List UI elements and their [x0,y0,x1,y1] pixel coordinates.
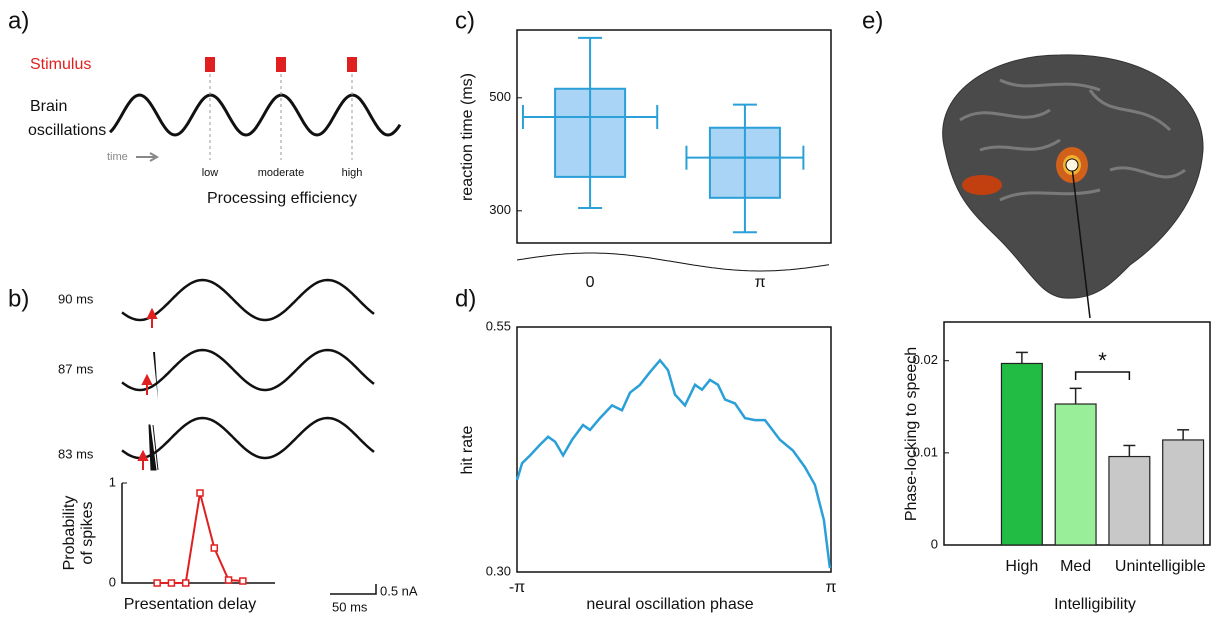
axis-label: Processing efficiency [207,190,357,207]
wave [121,416,375,460]
x-group-label: Unintelligible [1115,558,1206,575]
scale-bar [330,584,377,595]
scale-label: 0.5 nA [380,583,418,598]
panel-label: b) [8,285,29,312]
y-axis-label: Probability [61,496,78,571]
x-tick-label: High [1005,558,1038,575]
y-tick-label: 0 [931,536,938,551]
oscillation-wave [108,93,402,137]
charts: 0 1 Probability of spikes Presentation delay… [61,29,1211,613]
panel-label: a) [8,7,29,34]
x-tick-label: π [825,579,836,596]
bar [1162,439,1205,546]
y-tick-label: 0.55 [486,318,511,333]
marker [181,579,190,587]
time-label: time [107,151,128,163]
y-axis-label: of spikes [79,501,96,564]
y-tick-label: 500 [489,89,511,104]
x-axis-label: Presentation delay [124,596,257,613]
wave [121,348,375,392]
brain-image [942,54,1204,319]
stimulus-label: Stimulus [30,56,91,73]
brain-label: Brain [30,98,67,115]
data-line [515,358,832,569]
scale-label: 50 ms [332,599,368,614]
level-label: moderate [258,167,304,179]
oscillations-label: oscillations [28,122,106,139]
marker [210,544,219,552]
bar [1108,455,1151,546]
panel-label: c) [455,7,475,34]
x-axis-label: Intelligibility [1054,596,1136,613]
marker [167,579,176,587]
plot-frame [516,29,832,244]
x-tick-label: π [755,274,766,291]
delay-label: 83 ms [58,446,94,461]
spike [148,424,159,471]
y-tick-label: 0.02 [913,352,938,367]
chart: 0.30 0.55 -π π hit rate neural oscillation ph… [459,318,836,613]
bar [1000,362,1043,546]
marker [153,579,161,587]
significance-mark: * [1098,348,1107,373]
y-tick-label: 300 [489,202,511,217]
panel-labels: a) b) c) d) e) [8,7,883,312]
level-label: low [202,167,219,179]
data-line [157,492,243,584]
delay-label: 90 ms [58,291,94,306]
x-tick-label: 0 [586,274,595,291]
y-tick-label: 0.01 [913,444,938,459]
panel-label: e) [862,7,883,34]
x-axis-label: neural oscillation phase [586,596,753,613]
panel-a: Stimulus Brain oscillations time low mod… [28,56,402,207]
y-tick-label: 0.30 [486,563,511,578]
y-axis-label: hit rate [459,425,476,474]
delay-label: 87 ms [58,361,94,376]
significance-bracket [1074,371,1131,380]
level-label: high [342,167,363,179]
chart: 0 1 Probability of spikes Presentation delay [61,474,275,613]
wave [121,278,375,322]
plot-frame [516,326,832,573]
y-tick-label: 1 [109,474,116,489]
chart: 300 500 0 π reaction time (ms) [459,29,832,291]
bar [1054,403,1097,546]
marker [196,489,204,497]
guides [209,74,353,160]
time-arrow [136,152,160,162]
y-axis-label: Phase-locking to speech [903,347,920,521]
panel-b: 90 ms 87 ms 83 ms 0.5 nA 50 ms [58,278,418,614]
stimulus-markers [205,57,357,72]
phase-sine [516,252,830,272]
spike [153,352,158,400]
x-tick-label: -π [509,579,525,596]
y-tick-label: 0 [109,574,116,589]
y-axis-label: reaction time (ms) [459,73,476,201]
marker [239,577,247,585]
arrows [137,307,158,470]
panel-label: d) [455,285,476,312]
marker [224,576,233,584]
x-tick-label: Med [1060,558,1091,575]
